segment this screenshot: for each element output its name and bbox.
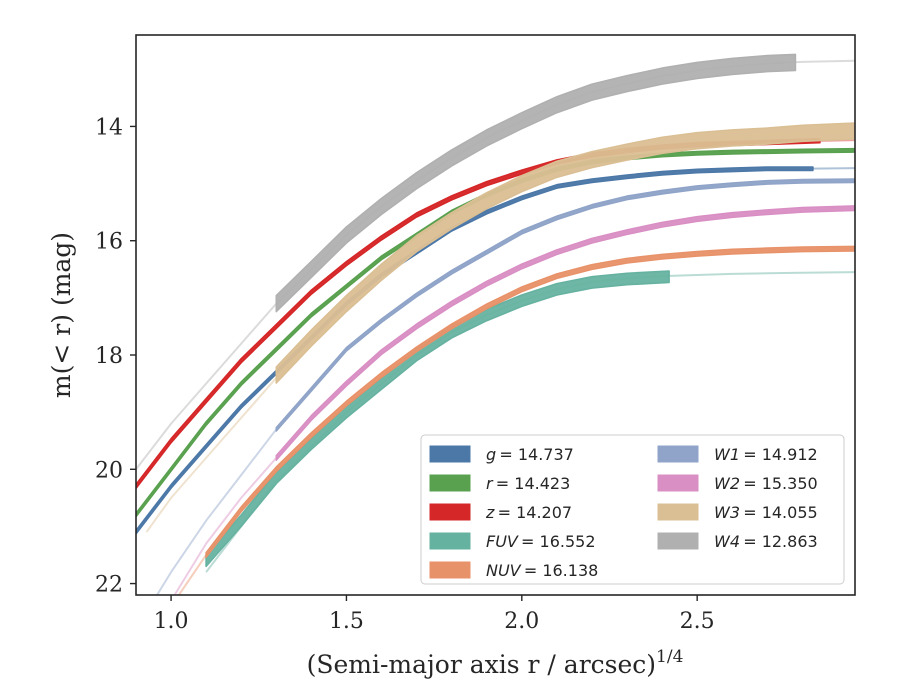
band-curves-layer bbox=[136, 53, 855, 568]
legend-label-value: = 14.423 bbox=[493, 474, 571, 493]
y-tick-label: 20 bbox=[95, 458, 123, 483]
x-axis-label-main: (Semi-major axis r / arcsec) bbox=[307, 650, 656, 679]
band-curve-w1 bbox=[275, 178, 855, 432]
y-tick-label: 22 bbox=[95, 573, 123, 598]
band-curve-w4 bbox=[275, 53, 797, 313]
legend-label-w4: W4 = 12.863 bbox=[714, 532, 818, 551]
legend-swatch-fuv bbox=[429, 532, 471, 550]
x-axis-ticks: 1.0 1.5 2.0 2.5 bbox=[154, 595, 715, 634]
x-tick-label: 1.5 bbox=[329, 609, 364, 634]
legend-label-z: z = 14.207 bbox=[485, 503, 572, 522]
x-axis-label: (Semi-major axis r / arcsec)1/4 bbox=[307, 647, 684, 679]
legend-item-fuv: FUV = 16.552 bbox=[429, 532, 596, 551]
legend-label-band: W3 bbox=[714, 503, 740, 522]
band-curve-w3 bbox=[275, 122, 855, 384]
legend-label-value: = 12.863 bbox=[740, 532, 818, 551]
legend-label-fuv: FUV = 16.552 bbox=[486, 532, 596, 551]
legend-swatch-w2 bbox=[657, 474, 699, 492]
legend-label-r: r = 14.423 bbox=[486, 474, 570, 493]
y-tick-label: 16 bbox=[95, 230, 123, 255]
legend-label-band: r bbox=[486, 474, 494, 493]
y-axis-label: m(< r) (mag) bbox=[47, 232, 76, 398]
legend-swatch-z bbox=[429, 503, 471, 521]
legend-swatch-g bbox=[429, 445, 471, 463]
legend-item-g: g = 14.737 bbox=[429, 445, 574, 464]
legend-swatch-r bbox=[429, 474, 471, 492]
x-tick-label: 2.5 bbox=[680, 609, 715, 634]
legend-label-band: z bbox=[485, 503, 495, 522]
legend-item-nuv: NUV = 16.138 bbox=[429, 561, 598, 580]
y-axis-ticks: 14 16 18 20 22 bbox=[95, 115, 136, 598]
legend-label-value: = 15.350 bbox=[740, 474, 818, 493]
legend-label-value: = 14.055 bbox=[740, 503, 818, 522]
x-axis-label-exponent: 1/4 bbox=[656, 647, 683, 667]
band-curve-r bbox=[136, 147, 855, 518]
legend-label-band: W4 bbox=[714, 532, 740, 551]
legend-label-value: = 14.912 bbox=[740, 445, 818, 464]
legend-item-z: z = 14.207 bbox=[429, 503, 572, 522]
legend-item-w1: W1 = 14.912 bbox=[657, 445, 818, 464]
legend-item-w3: W3 = 14.055 bbox=[657, 503, 818, 522]
legend-swatch-nuv bbox=[429, 561, 471, 579]
legend-label-nuv: NUV = 16.138 bbox=[486, 561, 598, 580]
y-tick-label: 14 bbox=[95, 115, 123, 140]
legend-label-band: W1 bbox=[714, 445, 740, 464]
legend-label-band: FUV bbox=[486, 532, 519, 551]
legend-label-w3: W3 = 14.055 bbox=[714, 503, 818, 522]
legend-item-w2: W2 = 15.350 bbox=[657, 474, 818, 493]
legend-label-value: = 16.552 bbox=[518, 532, 596, 551]
plot-frame bbox=[135, 34, 856, 596]
legend-item-r: r = 14.423 bbox=[429, 474, 570, 493]
band-curve-z bbox=[136, 137, 821, 490]
legend-label-band: W2 bbox=[714, 474, 740, 493]
legend-label-band: NUV bbox=[486, 561, 522, 580]
band-curve-w2 bbox=[275, 205, 855, 461]
legend-swatch-w3 bbox=[657, 503, 699, 521]
x-tick-label: 1.0 bbox=[154, 609, 189, 634]
legend-label-value: = 16.138 bbox=[521, 561, 599, 580]
band-curve-nuv bbox=[205, 245, 855, 559]
legend-label-value: = 14.737 bbox=[496, 445, 574, 464]
legend-label-band: g bbox=[486, 445, 496, 464]
legend-label-w2: W2 = 15.350 bbox=[714, 474, 818, 493]
y-tick-label: 18 bbox=[95, 344, 123, 369]
legend-label-g: g = 14.737 bbox=[486, 445, 574, 464]
legend-box bbox=[420, 434, 845, 585]
legend-swatch-w4 bbox=[657, 532, 699, 550]
legend-label-w1: W1 = 14.912 bbox=[714, 445, 818, 464]
x-tick-label: 2.0 bbox=[504, 609, 539, 634]
legend-item-w4: W4 = 12.863 bbox=[657, 532, 818, 551]
legend-swatch-w1 bbox=[657, 445, 699, 463]
legend-label-value: = 14.207 bbox=[494, 503, 572, 522]
